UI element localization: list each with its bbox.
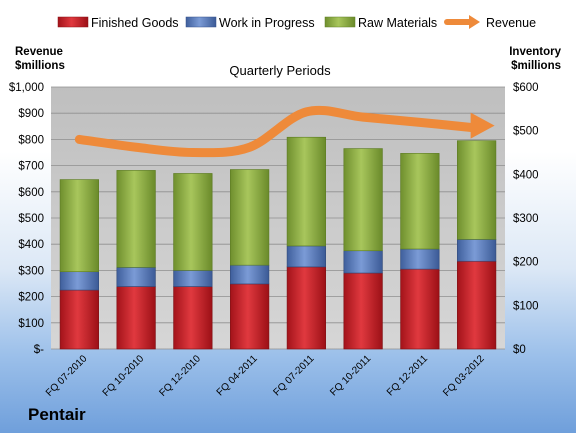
- x-tick-label-fq-10-2010: FQ 10-2010: [101, 353, 147, 399]
- legend-item-revenue: Revenue: [444, 15, 536, 30]
- left-tick-label: $300: [18, 265, 44, 277]
- legend-arrowhead-revenue: [469, 15, 480, 29]
- x-tick-label-fq-07-2010: FQ 07-2010: [44, 353, 90, 399]
- right-tick-labels: $0 $100 $200 $300 $400 $500 $600: [513, 82, 539, 356]
- legend-swatch-raw-materials: [324, 16, 356, 28]
- legend-swatch-work-in-progress: [185, 16, 217, 28]
- right-tick-label: $600: [513, 82, 539, 94]
- legend: Finished Goods Work in Progress Raw Mate…: [57, 15, 536, 30]
- right-tick-label: $400: [513, 169, 539, 181]
- left-tick-label: $200: [18, 292, 44, 304]
- bar-work-in-progress-fq-12-2010: [173, 270, 213, 287]
- left-tick-label: $100: [18, 318, 44, 330]
- bar-work-in-progress-fq-10-2011: [343, 250, 383, 274]
- bar-raw-materials-fq-12-2011: [400, 153, 440, 250]
- right-tick-label: $100: [513, 300, 539, 312]
- bar-raw-materials-fq-10-2010: [116, 170, 156, 268]
- left-tick-label: $400: [18, 239, 44, 251]
- left-tick-labels: $- $100 $200 $300 $400 $500 $600 $700 $800 $900 $1…: [9, 82, 44, 356]
- left-tick-label: $600: [18, 187, 44, 199]
- left-tick-label: $1,000: [9, 82, 44, 94]
- bar-raw-materials-fq-04-2011: [230, 169, 270, 266]
- bar-finished-goods-fq-07-2011: [286, 266, 326, 350]
- legend-swatch-finished-goods: [57, 16, 89, 28]
- left-tick-label: $800: [18, 134, 44, 146]
- bar-finished-goods-fq-07-2010: [59, 289, 99, 350]
- x-tick-label-fq-12-2010: FQ 12-2010: [157, 353, 203, 399]
- legend-label-raw-materials: Raw Materials: [358, 16, 437, 30]
- right-tick-label: $500: [513, 126, 539, 138]
- left-tick-label: $-: [34, 344, 44, 356]
- bar-work-in-progress-fq-07-2011: [286, 245, 326, 268]
- bar-raw-materials-fq-03-2012: [457, 140, 497, 240]
- x-tick-labels: FQ 07-2010 FQ 10-2010 FQ 12-2010 FQ 04-2011…: [44, 353, 487, 399]
- chart-title: Quarterly Periods: [229, 63, 331, 78]
- legend-item-finished-goods: Finished Goods: [57, 16, 179, 30]
- bar-raw-materials-fq-07-2010: [59, 179, 99, 273]
- bar-work-in-progress-fq-04-2011: [230, 264, 270, 285]
- bar-finished-goods-fq-10-2011: [343, 272, 383, 350]
- left-tick-label: $700: [18, 161, 44, 173]
- x-tick-label-fq-07-2011: FQ 07-2011: [272, 353, 317, 398]
- x-tick-label-fq-03-2012: FQ 03-2012: [441, 353, 487, 399]
- bar-work-in-progress-fq-07-2010: [59, 271, 99, 291]
- revenue-line: [74, 105, 478, 158]
- bar-work-in-progress-fq-12-2011: [400, 248, 440, 270]
- right-axis-title-line2: $millions: [511, 60, 561, 72]
- left-axis-title-line1: Revenue: [15, 46, 63, 58]
- left-tick-label: $900: [18, 108, 44, 120]
- bars: [59, 136, 497, 350]
- bar-work-in-progress-fq-03-2012: [457, 239, 497, 262]
- right-axis-title-line1: Inventory: [509, 46, 561, 58]
- left-axis-title-line2: $millions: [15, 60, 65, 72]
- legend-label-finished-goods: Finished Goods: [91, 16, 179, 30]
- right-tick-label: $200: [513, 257, 539, 269]
- bar-finished-goods-fq-12-2010: [173, 286, 213, 350]
- bar-finished-goods-fq-10-2010: [116, 286, 156, 350]
- revenue-arrowhead: [470, 112, 495, 139]
- bar-work-in-progress-fq-10-2010: [116, 267, 156, 287]
- right-tick-label: $0: [513, 344, 526, 356]
- legend-item-raw-materials: Raw Materials: [324, 16, 437, 30]
- x-tick-label-fq-12-2011: FQ 12-2011: [385, 353, 430, 398]
- left-tick-label: $500: [18, 213, 44, 225]
- bar-finished-goods-fq-04-2011: [230, 283, 270, 350]
- legend-label-work-in-progress: Work in Progress: [219, 16, 315, 30]
- x-tick-label-fq-10-2011: FQ 10-2011: [328, 353, 373, 398]
- right-tick-label: $300: [513, 213, 539, 225]
- revenue-line-layer: [74, 105, 495, 158]
- bar-finished-goods-fq-12-2011: [400, 268, 440, 350]
- bar-raw-materials-fq-10-2011: [343, 148, 383, 252]
- legend-item-work-in-progress: Work in Progress: [185, 16, 315, 30]
- bar-raw-materials-fq-07-2011: [286, 136, 326, 247]
- company-name: Pentair: [28, 405, 86, 424]
- bar-finished-goods-fq-03-2012: [457, 260, 497, 350]
- bar-raw-materials-fq-12-2010: [173, 173, 213, 271]
- x-tick-label-fq-04-2011: FQ 04-2011: [215, 353, 260, 398]
- legend-label-revenue: Revenue: [486, 16, 536, 30]
